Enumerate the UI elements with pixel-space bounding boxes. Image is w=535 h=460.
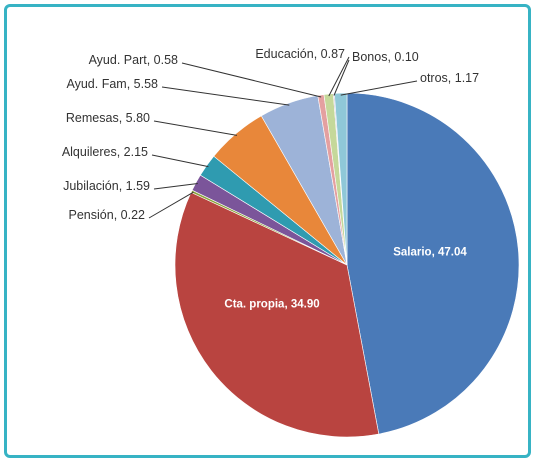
label-value: 0.10 [394, 49, 419, 64]
data-label: Pensión0.22 [69, 207, 145, 222]
leader-line [181, 62, 322, 98]
label-name: Bonos [352, 50, 394, 64]
data-label: Educación0.87 [255, 46, 345, 61]
leader-line [151, 154, 209, 168]
data-label: Ayud. Fam5.58 [66, 76, 158, 91]
label-value: 34.90 [290, 298, 320, 311]
label-name: Alquileres [62, 145, 124, 159]
label-name: Remesas [66, 111, 126, 125]
data-label: Ayud. Part0.58 [89, 52, 178, 67]
label-name: Cta. propia [224, 298, 290, 310]
leader-line [340, 80, 418, 96]
data-label: Remesas5.80 [66, 110, 150, 125]
label-name: Ayud. Fam [66, 77, 133, 91]
leader-line [148, 191, 194, 219]
label-name: Salario [393, 246, 438, 258]
label-value: 1.59 [125, 178, 150, 193]
label-value: 0.87 [320, 46, 345, 61]
data-label: otros1.17 [420, 70, 480, 85]
label-name: Pensión [69, 208, 121, 222]
leader-line [333, 59, 350, 96]
data-label: Alquileres2.15 [62, 144, 148, 159]
data-label: Cta. propia34.90 [224, 298, 320, 311]
label-name: otros [420, 71, 455, 85]
label-value: 2.15 [123, 144, 148, 159]
leader-line [161, 86, 290, 106]
leader-line [153, 120, 238, 136]
data-label: Bonos0.10 [352, 49, 419, 64]
leader-line [328, 56, 350, 97]
label-name: Jubilación [63, 179, 126, 193]
leader-line [153, 183, 198, 190]
pie-slice [346, 92, 520, 435]
label-value: 0.22 [120, 207, 145, 222]
label-value: 5.80 [125, 110, 150, 125]
label-value: 5.58 [133, 76, 158, 91]
pie-slice [174, 191, 380, 438]
data-label: Jubilación1.59 [63, 178, 150, 193]
label-value: 0.58 [153, 52, 178, 67]
label-value: 1.17 [454, 70, 480, 85]
label-value: 47.04 [437, 246, 467, 259]
data-label: Salario47.04 [393, 246, 467, 259]
label-name: Ayud. Part [89, 53, 154, 67]
label-name: Educación [255, 47, 320, 61]
